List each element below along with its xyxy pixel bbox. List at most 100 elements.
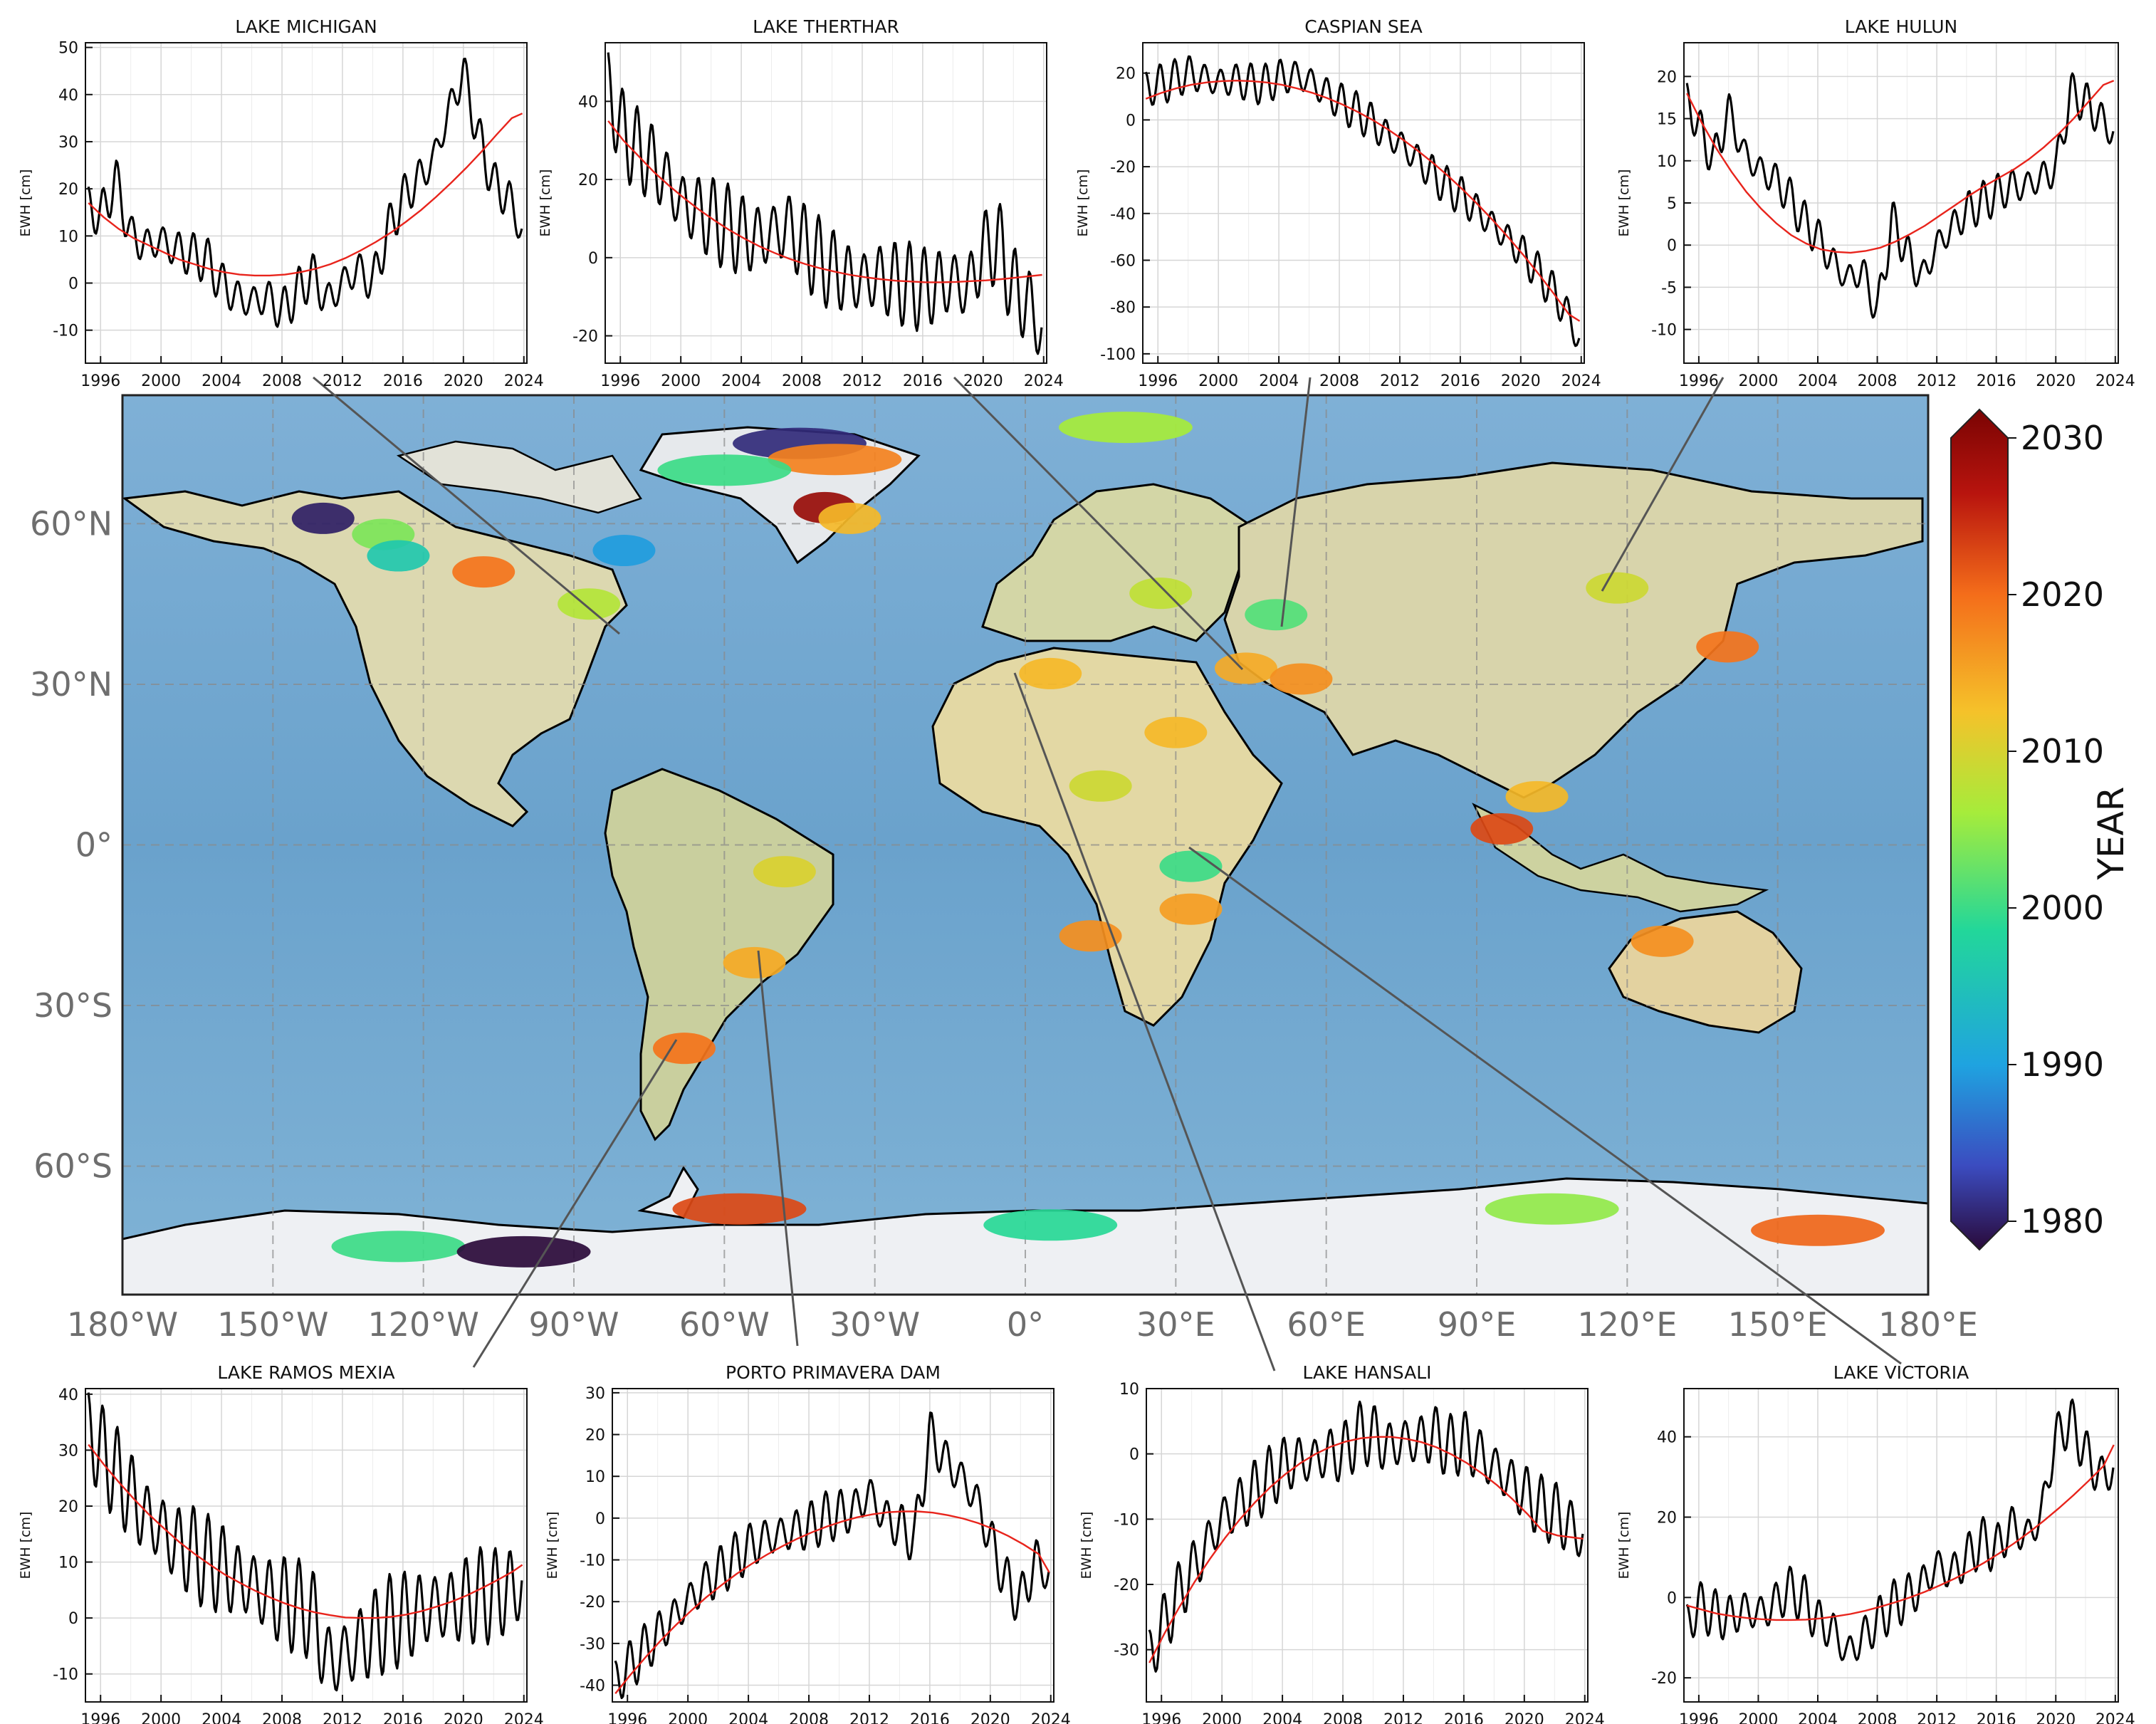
x-tick-label: 2024 [1024,372,1064,390]
x-tick-label: 2008 [1858,1711,1898,1724]
y-axis-label: EWH [cm] [1616,1512,1632,1579]
leader-lake-michigan [313,376,620,635]
x-tick-label: 2016 [1977,1711,2016,1724]
x-tick-label: 2000 [1738,372,1778,390]
major-gridlines [85,1389,527,1702]
y-tick-label: -30 [1114,1642,1139,1660]
panel-lake-ramos-mexia: 1996 2000 2004 2008 2012 2016 2020 2024 -10 0 10 20… [18,1362,544,1724]
map-x-tick-labels: 180°W 150°W 120°W 90°W 60°W 30°W 0° 30°E 60°E 90°… [67,1305,1978,1344]
longitude-label: 180°E [1878,1305,1978,1344]
y-tick-label: 30 [58,134,78,152]
x-tick-label: 2000 [1202,1711,1242,1724]
leader-lines [313,376,1902,1372]
x-tick-label: 2024 [2095,1711,2135,1724]
x-tick-label: 1996 [600,372,640,390]
y-tick-label: -20 [572,328,598,346]
map-y-tick-labels: 60°N 30°N 0° 30°S 60°S [30,504,112,1185]
longitude-label: 60°W [679,1305,770,1344]
tick-labels: 1996 2000 2004 2008 2012 2016 2020 2024 -10 0 10 20… [53,40,544,390]
y-tick-label: 10 [585,1468,605,1486]
panel-background [1146,1389,1588,1702]
x-tick-label: 2024 [1031,1711,1071,1724]
panel-background [1143,43,1584,363]
leader-lake-therthar [953,376,1244,671]
y-tick-label: 10 [58,1555,78,1572]
tick-labels: 1996 2000 2004 2008 2012 2016 2020 2024 -10 -5 0 5 1… [1651,68,2135,390]
latitude-label: 30°S [33,986,112,1025]
y-tick-label: -20 [580,1594,605,1611]
y-tick-label: 20 [1657,1510,1677,1527]
x-tick-label: 2000 [668,1711,708,1724]
y-tick-label: 0 [1667,1589,1677,1607]
x-tick-label: 2024 [1565,1711,1605,1724]
trend-line [614,1510,1050,1695]
trend-region [1586,572,1649,604]
trend-line [88,1443,523,1619]
major-gridlines [1684,43,2118,363]
trend-region [657,454,792,486]
x-tick-label: 2016 [910,1711,950,1724]
y-tick-label: 50 [58,40,78,58]
x-tick-label: 2016 [383,372,423,390]
ewh-series-line [614,1411,1050,1700]
x-tick-label: 2004 [202,372,241,390]
x-tick-label: 2000 [141,1711,181,1724]
longitude-label: 0° [1007,1305,1044,1344]
land-arctic-islands [396,440,642,514]
panel-lake-therthar: 1996 2000 2004 2008 2012 2016 2020 2024 -20 0 20 40… [538,16,1064,390]
x-tick-label: 1996 [80,372,120,390]
longitude-label: 90°W [528,1305,619,1344]
x-tick-label: 2008 [262,372,302,390]
trend-line [607,120,1042,283]
ewh-series-line [87,1392,523,1692]
latitude-label: 0° [75,826,112,864]
panel-title: LAKE RAMOS MEXIA [217,1362,394,1383]
tick-labels: 1996 2000 2004 2008 2012 2016 2020 2024 -20 0 20 40 [1651,1429,2135,1724]
y-tick-label: -100 [1100,346,1136,364]
panel-lake-hansali: 1996 2000 2004 2008 2012 2016 2020 2024 -30 -20 -1… [1079,1362,1605,1724]
panel-frame [1146,1388,1589,1703]
y-tick-label: 20 [1657,68,1677,86]
inset-panels: 1996 2000 2004 2008 2012 2016 2020 2024-1001020… [18,16,2135,1724]
trend-region [456,1235,591,1268]
trend-region [1696,631,1759,663]
trend-region [592,535,656,567]
colorbar-label: YEAR [2090,786,2132,880]
trend-region [1019,657,1082,689]
x-tick-label: 2008 [782,372,822,390]
panel-frame [612,1388,1055,1703]
x-tick-label: 2008 [789,1711,829,1724]
x-tick-label: 2024 [2095,372,2135,390]
longitude-label: 30°E [1136,1305,1215,1344]
x-tick-label: 2020 [1505,1711,1544,1724]
tick-labels: 1996 2000 2004 2008 2012 2016 2020 2024 -10 0 10 20… [53,1386,544,1724]
x-tick-label: 1996 [1679,1711,1719,1724]
leader-caspian-sea [1280,377,1312,627]
trend-region [1069,770,1132,802]
y-tick-label: 20 [58,1498,78,1516]
y-tick-label: 0 [68,1610,78,1628]
x-tick-label: 1996 [607,1711,647,1724]
longitude-label: 90°E [1438,1305,1517,1344]
trend-line [1145,79,1581,322]
land-maritime-asia [1472,803,1769,913]
colorbar-tick-label: 2020 [2021,575,2104,614]
y-tick-label: -10 [580,1552,605,1570]
map-regions [291,412,1885,1268]
x-tick-label: 2020 [2036,1711,2076,1724]
y-tick-label: 0 [1667,237,1677,255]
x-tick-label: 2004 [728,1711,768,1724]
x-tick-label: 2000 [1198,372,1238,390]
panel-title: LAKE VICTORIA [1833,1362,1969,1383]
x-tick-label: 2020 [2036,372,2076,390]
trend-region [1058,412,1193,444]
trend-region [672,1193,807,1225]
panel-porto-primavera-dam: 1996 2000 2004 2008 2012 2016 2020 2024 -40 -30 -2… [545,1362,1071,1724]
leader-lake-ramos-mexia [472,1039,678,1368]
x-tick-label: 2020 [444,1711,483,1724]
colorbar-bar [1950,408,2009,1251]
tick-labels: 1996 2000 2004 2008 2012 2016 2020 2024 -20 0 20 40 [572,93,1064,390]
trend-line [1686,80,2115,254]
y-axis-label: EWH [cm] [1079,1512,1094,1579]
panel-frame [605,42,1047,364]
